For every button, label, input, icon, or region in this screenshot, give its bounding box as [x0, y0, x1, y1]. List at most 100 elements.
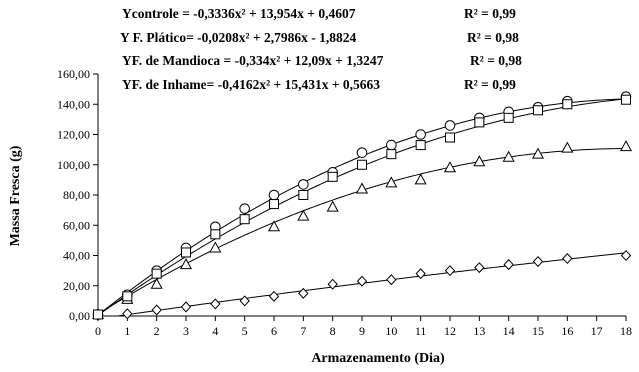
data-markers	[91, 91, 633, 321]
x-tick-label: 17	[591, 324, 603, 338]
diamond-marker	[503, 259, 514, 271]
diamond-marker	[415, 268, 426, 280]
square-marker	[269, 199, 279, 210]
circle-marker	[298, 179, 309, 190]
diamond-marker	[620, 249, 632, 262]
square-marker	[357, 159, 367, 170]
square-marker	[93, 309, 103, 320]
x-tick-label: 9	[359, 324, 365, 338]
diamond-marker	[151, 304, 162, 316]
x-tick-label: 13	[473, 324, 485, 338]
diamond-marker	[122, 308, 133, 320]
square-marker	[151, 268, 162, 279]
circle-marker	[356, 147, 368, 158]
diamond-marker	[444, 265, 456, 277]
diamond-marker	[327, 278, 338, 290]
x-tick-label: 15	[532, 324, 544, 338]
y-tick-label: 100,00	[57, 158, 90, 172]
triangle-marker	[473, 155, 486, 167]
x-ticks: 0 1 2 3 4 5 6 7 8 9 10 11 12 13 14 15 16 17 18	[95, 316, 632, 338]
equation-2-text: Y F. Plático= -0,0208x² + 2,7986x - 1,88…	[120, 30, 357, 45]
circle-marker	[239, 203, 250, 214]
x-tick-label: 3	[183, 324, 189, 338]
equation-2-r2: R² = 0,98	[467, 30, 519, 45]
triangle-marker	[267, 220, 281, 232]
square-marker	[621, 94, 631, 105]
square-marker	[474, 117, 485, 128]
diamond-marker	[532, 256, 544, 268]
equation-3-text: YF. de Mandioca = -0,334x² + 12,09x + 1,…	[122, 53, 384, 68]
diamond-marker	[239, 295, 250, 307]
diamond-marker	[356, 275, 368, 287]
triangle-marker	[531, 147, 545, 159]
diamond-marker	[210, 298, 221, 310]
triangle-marker	[414, 173, 427, 185]
square-marker	[122, 291, 133, 302]
triangle-marker	[443, 161, 457, 173]
diamond-marker	[562, 252, 573, 265]
square-marker	[445, 132, 455, 143]
x-tick-label: 0	[95, 324, 101, 338]
triangle-marker	[150, 277, 163, 289]
y-tick-label: 0,00	[69, 309, 90, 323]
circle-marker	[444, 120, 456, 131]
triangle-marker	[179, 258, 193, 270]
square-marker	[239, 214, 250, 225]
triangle-marker	[326, 200, 339, 212]
square-marker	[298, 190, 309, 200]
square-marker	[562, 99, 573, 110]
circle-marker	[268, 189, 280, 201]
equation-1-r2: R² = 0,99	[464, 6, 516, 21]
x-tick-label: 11	[415, 324, 427, 338]
x-tick-label: 14	[503, 324, 515, 338]
x-tick-label: 12	[444, 324, 456, 338]
triangle-marker	[561, 141, 574, 153]
y-axis-title: Massa Fresca (g)	[8, 145, 23, 246]
square-marker	[210, 229, 221, 240]
diamond-marker	[268, 290, 280, 302]
y-tick-label: 40,00	[63, 249, 90, 263]
x-tick-label: 7	[300, 324, 306, 338]
y-tick-label: 140,00	[57, 97, 90, 111]
x-tick-label: 6	[271, 324, 277, 338]
triangle-marker	[209, 241, 222, 253]
square-marker	[386, 149, 397, 160]
square-marker	[415, 140, 426, 151]
y-tick-label: 160,00	[57, 67, 90, 81]
equations-block: Ycontrole = -0,3336x² + 13,954x + 0,4607…	[120, 6, 522, 92]
square-marker	[181, 247, 191, 258]
diamond-marker	[180, 301, 192, 313]
square-marker	[533, 105, 543, 116]
x-axis-title: Armazenamento (Dia)	[311, 351, 445, 366]
fit-line-triangle	[97, 148, 627, 315]
x-tick-label: 5	[242, 324, 248, 338]
x-tick-label: 2	[154, 324, 160, 338]
x-tick-label: 1	[124, 324, 130, 338]
x-tick-label: 8	[330, 324, 336, 338]
equation-3-r2: R² = 0,98	[470, 53, 522, 68]
equation-1-text: Ycontrole = -0,3336x² + 13,954x + 0,4607	[122, 6, 356, 21]
x-tick-label: 10	[385, 324, 397, 338]
triangle-marker	[355, 182, 369, 194]
triangle-marker	[385, 176, 398, 188]
diamond-marker	[474, 262, 485, 274]
circle-marker	[415, 129, 426, 140]
triangle-marker	[297, 209, 310, 221]
square-marker	[503, 112, 514, 123]
y-tick-label: 20,00	[63, 279, 90, 293]
diamond-marker	[386, 274, 397, 286]
circle-marker	[386, 139, 397, 151]
y-tick-label: 80,00	[63, 188, 90, 202]
x-tick-label: 16	[561, 324, 573, 338]
diamond-marker	[298, 287, 309, 299]
equation-4-r2: R² = 0,99	[464, 77, 516, 92]
square-marker	[327, 171, 338, 182]
x-tick-label: 18	[620, 324, 632, 338]
y-tick-label: 60,00	[63, 218, 90, 232]
y-ticks: 0,00 20,00 40,00 60,00 80,00 100,00 120,00 140,…	[57, 67, 98, 323]
x-tick-label: 4	[212, 324, 218, 338]
triangle-marker	[619, 140, 633, 152]
equation-4-text: YF. de Inhame= -0,4162x² + 15,431x + 0,5…	[122, 77, 380, 92]
y-tick-label: 120,00	[57, 128, 90, 142]
